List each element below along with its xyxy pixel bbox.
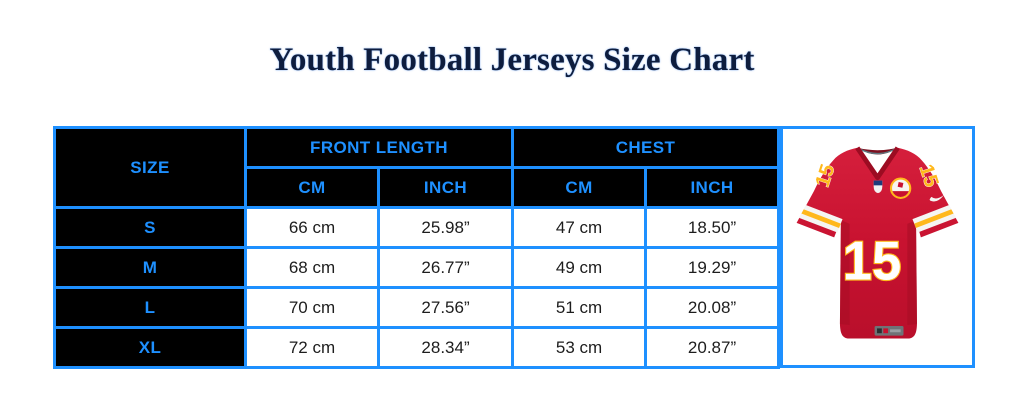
jersey-collar-trim [855, 146, 900, 181]
cell-chest-cm: 47 cm [511, 206, 648, 249]
table-header-row-groups: SIZE FRONT LENGTH CHEST [53, 126, 781, 209]
cell-front-length-cm: 66 cm [244, 206, 380, 249]
cell-front-length-inch: 26.77” [376, 246, 515, 289]
size-chart-section: SIZE FRONT LENGTH CHEST CM INCH CM INCH … [53, 126, 976, 369]
cell-chest-cm: 53 cm [511, 326, 648, 369]
jersey-product-image: 15 15 15 [780, 126, 976, 368]
header-front-length-cm: CM [244, 166, 380, 209]
header-chest-inch: INCH [644, 166, 781, 209]
header-front-length: FRONT LENGTH [243, 126, 515, 169]
jersey-number: 15 [843, 231, 902, 292]
header-chest-cm: CM [511, 166, 648, 209]
cell-chest-inch: 20.87” [644, 326, 781, 369]
table-row-xl: XL 72 cm 28.34” 53 cm 20.87” [53, 326, 781, 369]
jersey-side-shade-left [839, 220, 850, 326]
cell-front-length-inch: 27.56” [376, 286, 515, 329]
size-label: XL [53, 326, 247, 369]
size-label: M [53, 246, 247, 289]
cell-chest-inch: 20.08” [644, 286, 781, 329]
table-row-m: M 68 cm 26.77” 49 cm 19.29” [53, 246, 781, 289]
nike-swoosh-icon [929, 194, 944, 202]
page-title: Youth Football Jerseys Size Chart [269, 42, 755, 78]
cell-front-length-cm: 72 cm [244, 326, 380, 369]
cell-chest-cm: 49 cm [511, 246, 648, 289]
jersey-jock-tag [874, 325, 904, 336]
nfl-shield-icon [873, 180, 883, 194]
cell-front-length-inch: 28.34” [376, 326, 515, 369]
jersey-body [796, 147, 959, 339]
cell-chest-inch: 19.29” [644, 246, 781, 289]
cell-front-length-inch: 25.98” [376, 206, 515, 249]
cell-front-length-cm: 70 cm [244, 286, 380, 329]
table-header-row-units: CM INCH CM INCH [55, 166, 781, 209]
size-label: L [53, 286, 247, 329]
table-row-s: S 66 cm 25.98” 47 cm 18.50” [53, 206, 781, 249]
jersey-inner-collar [857, 147, 898, 155]
table-row-l: L 70 cm 27.56” 51 cm 20.08” [53, 286, 781, 329]
jersey-graphic: 15 15 15 [795, 146, 960, 339]
jersey-collar-stripe [858, 148, 897, 155]
size-chart-table: SIZE FRONT LENGTH CHEST CM INCH CM INCH … [53, 126, 781, 369]
header-chest: CHEST [511, 126, 781, 169]
header-size: SIZE [53, 126, 247, 209]
jersey-side-shade-right [907, 220, 918, 326]
cell-chest-cm: 51 cm [511, 286, 648, 329]
team-patch-icon [889, 177, 912, 199]
size-label: S [53, 206, 247, 249]
cell-chest-inch: 18.50” [644, 206, 781, 249]
cell-front-length-cm: 68 cm [244, 246, 380, 289]
header-front-length-inch: INCH [376, 166, 515, 209]
